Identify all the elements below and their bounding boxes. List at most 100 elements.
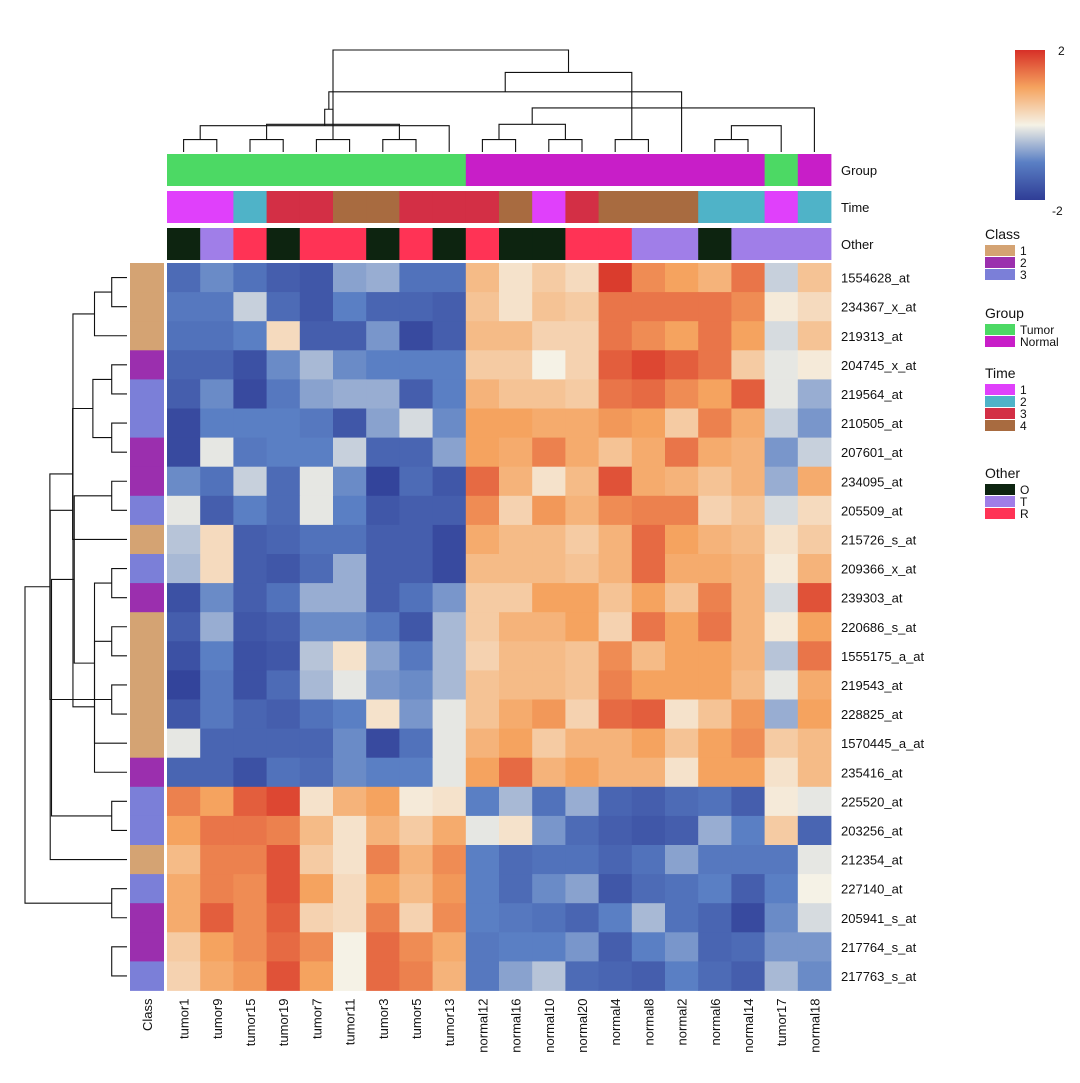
column-dendrogram-branch-27 (481, 139, 517, 152)
row-dendrogram-branch-43 (49, 509, 127, 861)
cell-225520-at-normal16 (499, 786, 533, 817)
cell-220686-s-at-tumor7 (299, 612, 334, 642)
column-dendrogram-branch-20 (183, 139, 218, 152)
cell-1554628-at-normal4 (598, 263, 633, 293)
cell-225520-at-tumor3 (366, 786, 400, 817)
cell-203256-at-tumor3 (366, 815, 400, 846)
cell-239303-at-tumor15 (233, 583, 267, 613)
cell-219543-at-normal14 (731, 670, 765, 700)
cell-1570445-a-at-tumor7 (299, 728, 334, 759)
legend-swatch-other-t (985, 496, 1015, 507)
legend-label-other-t: T (1020, 495, 1028, 509)
cell-217764-s-at-normal18 (797, 932, 832, 962)
row-label-219564-at: 219564_at (841, 387, 903, 402)
cell-209366-x-at-normal4 (598, 554, 633, 584)
time-annotation-normal16 (499, 191, 533, 223)
cell-219313-at-normal12 (465, 321, 500, 351)
legend-label-class-2: 2 (1020, 256, 1027, 270)
legend-label-other-r: R (1020, 507, 1029, 521)
cell-1554628-at-normal12 (465, 263, 500, 293)
row-dendrogram-branch-29 (92, 378, 112, 439)
legend-label-time-1: 1 (1020, 383, 1027, 397)
cell-234095-at-tumor1 (167, 466, 201, 497)
row-annotation: Class (130, 263, 164, 1031)
cell-225520-at-tumor1 (167, 786, 201, 817)
cell-205509-at-normal6 (698, 495, 732, 526)
other-annotation-normal18 (797, 228, 832, 260)
cell-203256-at-normal4 (598, 815, 633, 846)
time-annotation-tumor11 (333, 191, 367, 223)
cell-234367-x-at-tumor19 (266, 292, 301, 322)
cell-217763-s-at-tumor3 (366, 961, 400, 991)
cell-205509-at-tumor1 (167, 495, 201, 526)
cell-235416-at-tumor1 (167, 757, 201, 788)
cell-212354-at-normal14 (731, 845, 765, 875)
cell-203256-at-tumor9 (200, 815, 234, 846)
time-annotation-normal4 (598, 191, 633, 223)
color-scale-legend: 2 -2 (1015, 44, 1065, 218)
other-annotation-normal2 (665, 228, 699, 260)
cell-212354-at-tumor1 (167, 845, 201, 875)
row-label-205941-s-at: 205941_s_at (841, 911, 917, 926)
cell-1555175-a-at-normal8 (631, 641, 666, 671)
group-annotation-tumor15 (233, 154, 267, 186)
cell-215726-s-at-tumor9 (200, 524, 234, 555)
row-label-228825-at: 228825_at (841, 707, 903, 722)
color-scale-tick-max: 2 (1058, 44, 1065, 58)
cell-219313-at-tumor1 (167, 321, 201, 351)
cell-220686-s-at-normal12 (465, 612, 500, 642)
legend-label-class-1: 1 (1020, 244, 1027, 258)
cell-205941-s-at-normal8 (631, 903, 666, 933)
class-annotation-234095-at (130, 466, 164, 497)
cell-1555175-a-at-tumor3 (366, 641, 400, 671)
cell-217763-s-at-normal8 (631, 961, 666, 991)
cell-1570445-a-at-normal8 (631, 728, 666, 759)
cell-203256-at-normal6 (698, 815, 732, 846)
cell-225520-at-tumor13 (432, 786, 467, 817)
cell-239303-at-normal20 (565, 583, 599, 613)
cell-239303-at-normal8 (631, 583, 666, 613)
cell-1570445-a-at-tumor9 (200, 728, 234, 759)
cell-203256-at-tumor13 (432, 815, 467, 846)
column-label-tumor15: tumor15 (243, 999, 258, 1047)
group-annotation-normal12 (465, 154, 500, 186)
cell-1554628-at-normal14 (731, 263, 765, 293)
cell-215726-s-at-normal20 (565, 524, 599, 555)
cell-209366-x-at-normal20 (565, 554, 599, 584)
cell-234095-at-normal4 (598, 466, 633, 497)
row-label-1554628-at: 1554628_at (841, 271, 910, 286)
cell-227140-at-tumor1 (167, 874, 201, 904)
cell-235416-at-normal4 (598, 757, 633, 788)
cell-219543-at-normal12 (465, 670, 500, 700)
cell-217764-s-at-normal14 (731, 932, 765, 962)
cell-234367-x-at-tumor7 (299, 292, 334, 322)
cell-205941-s-at-tumor15 (233, 903, 267, 933)
cell-1554628-at-tumor15 (233, 263, 267, 293)
cell-235416-at-tumor15 (233, 757, 267, 788)
other-annotation-tumor7 (299, 228, 334, 260)
cell-239303-at-normal4 (598, 583, 633, 613)
cell-220686-s-at-tumor19 (266, 612, 301, 642)
cell-215726-s-at-normal6 (698, 524, 732, 555)
cell-205941-s-at-normal6 (698, 903, 732, 933)
cell-207601-at-normal2 (665, 437, 699, 468)
cell-205509-at-tumor17 (764, 495, 799, 526)
cell-235416-at-normal16 (499, 757, 533, 788)
cell-210505-at-tumor13 (432, 408, 467, 438)
group-annotation-normal14 (731, 154, 765, 186)
cell-203256-at-tumor17 (764, 815, 799, 846)
cell-219313-at-normal20 (565, 321, 599, 351)
cell-219313-at-tumor13 (432, 321, 467, 351)
cell-203256-at-normal16 (499, 815, 533, 846)
cell-205509-at-tumor7 (299, 495, 334, 526)
other-annotation-normal6 (698, 228, 732, 260)
cell-203256-at-tumor7 (299, 815, 334, 846)
cell-227140-at-tumor7 (299, 874, 334, 904)
cell-1554628-at-tumor7 (299, 263, 334, 293)
cell-227140-at-normal2 (665, 874, 699, 904)
cell-219313-at-normal18 (797, 321, 832, 351)
cell-207601-at-tumor13 (432, 437, 467, 468)
cell-1554628-at-tumor13 (432, 263, 467, 293)
cell-219564-at-normal12 (465, 379, 500, 409)
cell-1555175-a-at-tumor7 (299, 641, 334, 671)
